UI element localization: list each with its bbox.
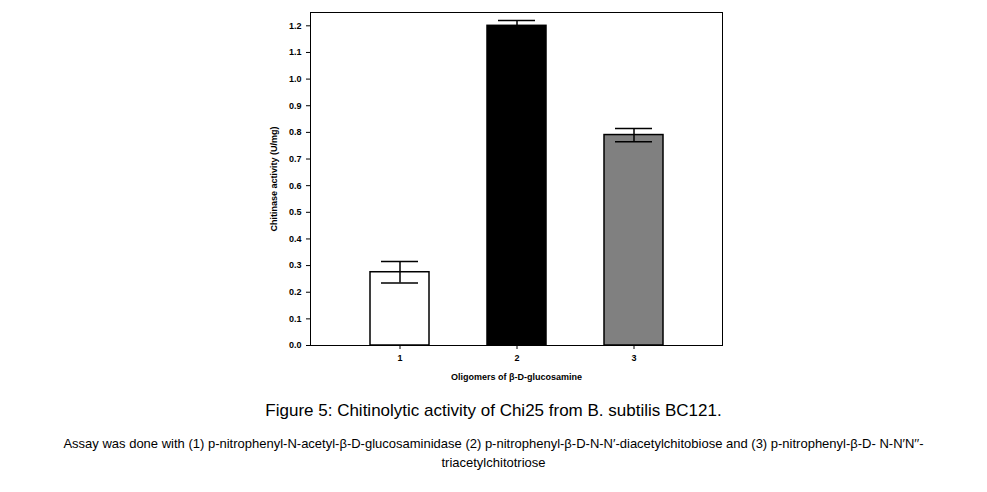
svg-text:0.2: 0.2 bbox=[289, 287, 302, 297]
html-text:Assay was done with (1) p-nitr: Assay was done with (1) p-nitrophenyl-N-… bbox=[63, 436, 924, 470]
svg-text:0.5: 0.5 bbox=[289, 207, 302, 217]
svg-text:Oligomers of β-D-glucosamine: Oligomers of β-D-glucosamine bbox=[451, 372, 582, 382]
svg-text:0.7: 0.7 bbox=[289, 154, 302, 164]
svg-text:3: 3 bbox=[631, 353, 636, 363]
svg-text:0.6: 0.6 bbox=[289, 181, 302, 191]
svg-text:2: 2 bbox=[514, 353, 519, 363]
svg-text:0.1: 0.1 bbox=[289, 314, 302, 324]
svg-text:0.9: 0.9 bbox=[289, 101, 302, 111]
svg-text:0.8: 0.8 bbox=[289, 127, 302, 137]
svg-text:0.3: 0.3 bbox=[289, 260, 302, 270]
svg-text:Chitinase activity (U/mg): Chitinase activity (U/mg) bbox=[269, 126, 279, 231]
svg-text:1.1: 1.1 bbox=[289, 47, 302, 57]
svg-text:1.2: 1.2 bbox=[289, 21, 302, 31]
html-text:Figure 5: Chitinolytic activit: Figure 5: Chitinolytic activity of Chi25… bbox=[265, 401, 722, 420]
svg-text:0.4: 0.4 bbox=[289, 234, 302, 244]
svg-text:0.0: 0.0 bbox=[289, 340, 302, 350]
svg-text:1: 1 bbox=[397, 353, 402, 363]
svg-text:1.0: 1.0 bbox=[289, 74, 302, 84]
